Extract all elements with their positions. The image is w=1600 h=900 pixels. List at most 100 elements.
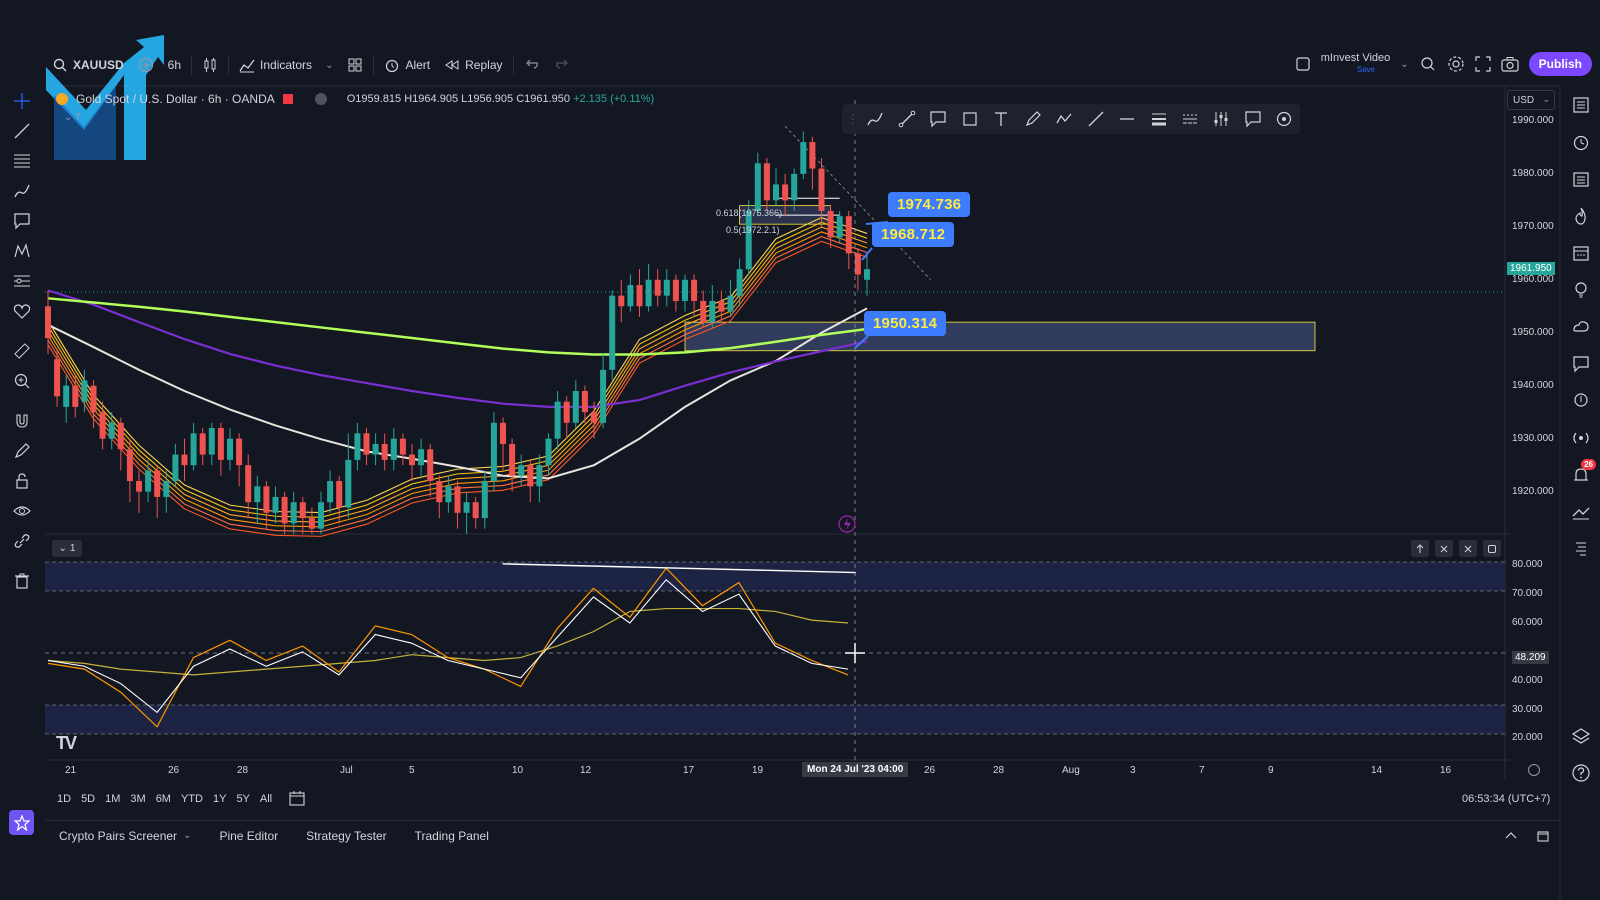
order-panel-icon[interactable]	[1562, 493, 1600, 530]
brush-tool-icon[interactable]	[860, 104, 891, 134]
range-button-5d[interactable]: 5D	[81, 793, 96, 805]
candle-body	[390, 438, 397, 460]
prediction-icon[interactable]	[0, 266, 44, 296]
tab-crypto-pairs-screener[interactable]: Crypto Pairs Screener ⌄	[45, 829, 205, 843]
layout-name-button[interactable]: mInvest Video Save	[1321, 52, 1391, 76]
time-axis-settings-icon[interactable]	[1528, 764, 1540, 776]
layers-icon[interactable]	[1562, 717, 1600, 754]
compare-button[interactable]	[131, 51, 161, 79]
price-callout-middle[interactable]: 1968.712	[872, 222, 955, 247]
trendline-icon[interactable]	[0, 116, 44, 146]
heart-icon[interactable]	[0, 296, 44, 326]
magnet-icon[interactable]	[0, 406, 44, 436]
trash-icon[interactable]	[0, 566, 44, 596]
gear-icon[interactable]	[1447, 55, 1465, 73]
lock-icon[interactable]	[0, 466, 44, 496]
pattern-icon[interactable]	[0, 236, 44, 266]
pen-tool-icon[interactable]	[1017, 104, 1048, 134]
maximize-panel-icon[interactable]	[1536, 829, 1550, 843]
tab-strategy-tester[interactable]: Strategy Tester	[292, 829, 400, 843]
ruler-icon[interactable]	[0, 336, 44, 366]
candle	[836, 210, 843, 243]
data-window-icon[interactable]	[1562, 160, 1600, 197]
range-button-ytd[interactable]: YTD	[180, 793, 203, 805]
help-icon[interactable]	[1562, 754, 1600, 791]
hotlist-fire-icon[interactable]	[1562, 197, 1600, 234]
range-button-6m[interactable]: 6M	[155, 793, 171, 805]
calendar-icon[interactable]	[1562, 234, 1600, 271]
layouts-button[interactable]	[340, 51, 370, 79]
favorites-star-icon[interactable]	[9, 810, 34, 835]
broadcast-icon[interactable]	[1562, 419, 1600, 456]
dom-icon[interactable]	[1562, 530, 1600, 567]
range-button-5y[interactable]: 5Y	[236, 793, 250, 805]
range-button-1y[interactable]: 1Y	[212, 793, 227, 805]
horizontal-line-tool-icon[interactable]	[1111, 104, 1142, 134]
chats-icon[interactable]	[1562, 345, 1600, 382]
chevron-up-icon[interactable]	[1504, 829, 1518, 843]
maximize-pane-icon[interactable]	[1483, 540, 1501, 557]
close-icon[interactable]	[1435, 540, 1453, 557]
annotation-icon[interactable]	[0, 206, 44, 236]
collapse-pane-icon[interactable]	[1459, 540, 1477, 557]
redo-button[interactable]	[547, 51, 577, 79]
tab-pine-editor[interactable]: Pine Editor	[205, 829, 292, 843]
quick-search-icon[interactable]	[1419, 56, 1437, 72]
chart-type-button[interactable]	[195, 51, 225, 79]
callout-tool-icon[interactable]	[923, 104, 954, 134]
tradingview-logo[interactable]: TV	[56, 733, 77, 753]
replay-button[interactable]: Replay	[437, 51, 509, 79]
fullscreen-icon[interactable]	[1475, 56, 1491, 72]
price-callout-upper[interactable]: 1974.736	[888, 192, 971, 217]
range-button-3m[interactable]: 3M	[130, 793, 146, 805]
chevron-down-icon[interactable]: ⌄	[1400, 58, 1409, 70]
publish-button[interactable]: Publish	[1528, 52, 1592, 76]
minus-circle-icon[interactable]	[314, 93, 327, 105]
pencil-lock-icon[interactable]	[0, 436, 44, 466]
symbol-search[interactable]: XAUUSD	[45, 51, 131, 79]
indicator-count-toggle[interactable]: ⌄ 7	[64, 112, 81, 123]
settings-sliders-icon[interactable]	[1206, 104, 1237, 134]
range-button-all[interactable]: All	[259, 793, 273, 805]
zoom-in-icon[interactable]	[0, 366, 44, 396]
undo-button[interactable]	[517, 51, 547, 79]
crosshair-tool-icon[interactable]	[0, 86, 44, 116]
move-pane-up-icon[interactable]	[1411, 540, 1429, 557]
pine-lightbulb-icon[interactable]	[1562, 382, 1600, 419]
tab-trading-panel[interactable]: Trading Panel	[401, 829, 503, 843]
link-icon[interactable]	[0, 526, 44, 556]
drag-handle-icon[interactable]: ⋮	[846, 112, 859, 126]
go-to-date-icon[interactable]	[288, 790, 306, 811]
currency-selector[interactable]: USD ⌄	[1507, 90, 1555, 110]
lightning-icon[interactable]	[838, 515, 856, 533]
layout-square-icon[interactable]	[1295, 56, 1311, 72]
range-button-1d[interactable]: 1D	[57, 793, 72, 805]
alert-button[interactable]: Alert	[377, 51, 437, 79]
timezone-clock[interactable]: 06:53:34 (UTC+7)	[1462, 793, 1551, 805]
brush-icon[interactable]	[0, 176, 44, 206]
ideas-lightbulb-icon[interactable]	[1562, 271, 1600, 308]
price-callout-lower[interactable]: 1950.314	[864, 311, 947, 336]
streams-icon[interactable]	[1562, 308, 1600, 345]
watchlist-icon[interactable]	[1562, 86, 1600, 123]
lines-style-icon[interactable]	[1143, 104, 1174, 134]
range-button-1m[interactable]: 1M	[105, 793, 121, 805]
indicators-button[interactable]: Indicators ⌄	[232, 51, 340, 79]
eye-icon[interactable]	[0, 496, 44, 526]
fib-retracement-icon[interactable]	[0, 146, 44, 176]
chart-legend[interactable]: Gold Spot / U.S. Dollar · 6h · OANDA O19…	[56, 90, 654, 108]
text-tool-icon[interactable]	[986, 104, 1017, 134]
line-width-icon[interactable]	[1174, 104, 1205, 134]
pane-collapse-toggle[interactable]: ⌄ 1	[52, 540, 82, 557]
rectangle-tool-icon[interactable]	[954, 104, 985, 134]
path-tool-icon[interactable]	[1048, 104, 1079, 134]
notifications-bell-icon[interactable]: 26	[1562, 456, 1600, 493]
interval-button[interactable]: 6h	[161, 51, 188, 79]
trendline-tool-icon[interactable]	[891, 104, 922, 134]
comment-icon[interactable]	[1237, 104, 1268, 134]
more-options-icon[interactable]	[1269, 104, 1300, 134]
alerts-clock-icon[interactable]	[1562, 123, 1600, 160]
ray-tool-icon[interactable]	[1080, 104, 1111, 134]
camera-icon[interactable]	[1501, 56, 1519, 72]
